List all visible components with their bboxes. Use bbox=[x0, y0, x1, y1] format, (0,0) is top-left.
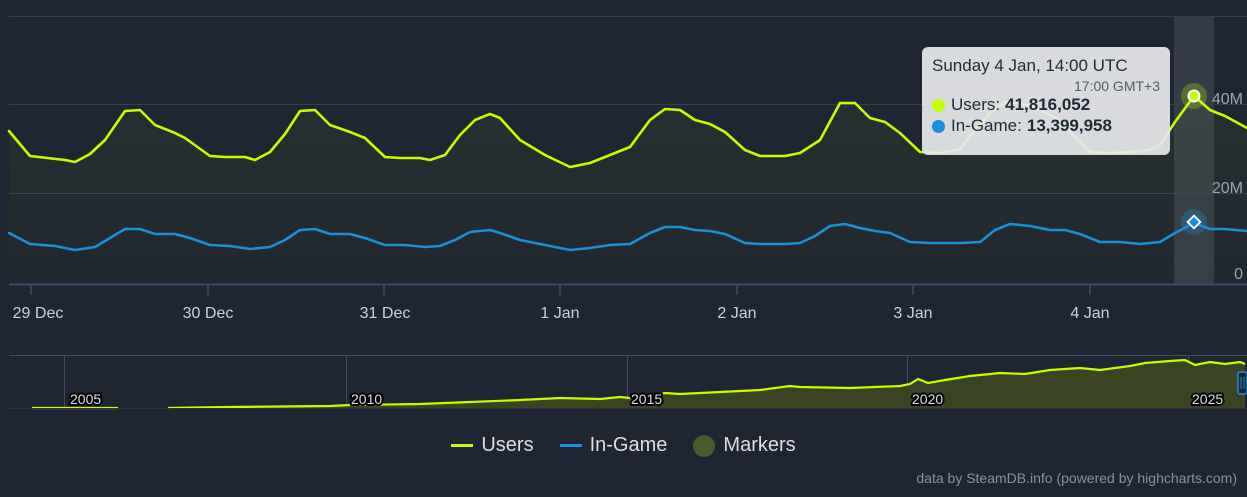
x-axis-labels: 29 Dec 30 Dec 31 Dec 1 Jan 2 Jan 3 Jan 4 Jan bbox=[13, 305, 1110, 322]
navigator-label: 2020 bbox=[912, 391, 943, 407]
legend-item-users[interactable]: Users bbox=[451, 434, 534, 457]
x-axis bbox=[9, 283, 1247, 295]
navigator-labels: 2005 2010 2015 2020 2025 bbox=[68, 389, 1225, 409]
legend-item-in-game[interactable]: In-Game bbox=[559, 434, 668, 457]
legend-label: Markers bbox=[723, 434, 796, 456]
navigator-label: 2005 bbox=[70, 391, 101, 407]
legend-label: In-Game bbox=[589, 434, 668, 456]
navigator-label: 2010 bbox=[351, 391, 382, 407]
navigator[interactable] bbox=[9, 355, 1247, 410]
in-game-line-icon bbox=[559, 444, 582, 447]
users-line-icon bbox=[451, 444, 474, 447]
navigator-line bbox=[167, 358, 1246, 410]
tooltip-title: Sunday 4 Jan, 14:00 UTC bbox=[932, 56, 1128, 75]
x-axis-label: 1 Jan bbox=[540, 305, 579, 322]
navigator-handle[interactable] bbox=[1237, 371, 1247, 395]
tooltip-in-game-label: In-Game: bbox=[951, 116, 1022, 135]
x-axis-label: 4 Jan bbox=[1070, 305, 1109, 322]
markers-circle-icon bbox=[693, 434, 716, 457]
y-axis-labels: 40M 20M 0 bbox=[1212, 91, 1243, 283]
x-axis-label: 30 Dec bbox=[183, 305, 234, 322]
legend-label: Users bbox=[481, 434, 534, 456]
navigator-label: 2015 bbox=[631, 391, 662, 407]
users-area bbox=[9, 96, 1247, 284]
navigator-area bbox=[168, 360, 1245, 408]
in-game-hover-marker bbox=[1181, 209, 1207, 235]
y-axis-label: 40M bbox=[1212, 91, 1243, 108]
x-axis-label: 3 Jan bbox=[893, 305, 932, 322]
in-game-dot-icon bbox=[932, 119, 945, 133]
x-axis-label: 29 Dec bbox=[13, 305, 64, 322]
tooltip-subtitle: 17:00 GMT+3 bbox=[1074, 78, 1160, 94]
legend: Users In-Game Markers bbox=[0, 434, 1247, 457]
legend-item-markers[interactable]: Markers bbox=[693, 434, 796, 457]
users-hover-marker bbox=[1181, 83, 1207, 109]
y-axis-label: 0 bbox=[1234, 266, 1243, 283]
y-axis-label: 20M bbox=[1212, 180, 1243, 197]
tooltip-users-label: Users: bbox=[951, 95, 1001, 114]
navigator-label: 2025 bbox=[1192, 391, 1223, 407]
credits-link[interactable]: data by SteamDB.info (powered by highcha… bbox=[916, 470, 1237, 486]
x-axis-label: 2 Jan bbox=[717, 305, 756, 322]
users-dot-icon bbox=[932, 98, 945, 112]
tooltip: Sunday 4 Jan, 14:00 UTC 17:00 GMT+3 User… bbox=[922, 47, 1170, 155]
tooltip-row-users: Users: 41,816,052 bbox=[932, 95, 1160, 115]
in-game-line bbox=[7, 221, 1247, 252]
tooltip-row-in-game: In-Game: 13,399,958 bbox=[932, 116, 1160, 136]
x-axis-label: 31 Dec bbox=[360, 305, 411, 322]
tooltip-users-value: 41,816,052 bbox=[1005, 95, 1091, 114]
tooltip-in-game-value: 13,399,958 bbox=[1026, 116, 1112, 135]
